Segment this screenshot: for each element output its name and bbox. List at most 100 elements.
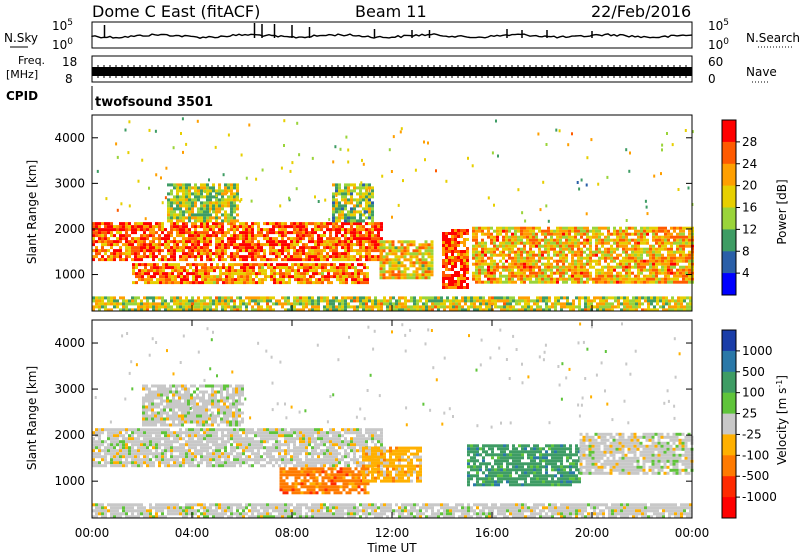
heat-cell [454,265,457,268]
heat-cell [263,249,266,253]
heat-cell [203,225,206,229]
heat-cell [571,226,574,230]
heat-cell [466,268,469,271]
heat-cell [227,302,230,306]
heat-cell [215,237,218,241]
heat-cell [233,237,236,241]
heat-cell [161,443,164,447]
heat-cell-sparse [542,180,545,184]
heat-cell [197,213,200,217]
heat-cell [176,296,179,300]
heat-cell [242,249,245,253]
heat-cell [506,296,509,300]
heat-cell [146,440,149,444]
heat-cell [329,234,332,238]
heat-cell [188,192,191,196]
heat-cell [179,216,182,220]
heat-cell [505,238,508,242]
heat-cell [216,281,219,285]
heat-cell [284,234,287,238]
heat-cell [520,265,523,269]
heat-cell [257,243,260,247]
heat-cell [338,186,341,190]
heat-cell [676,268,679,272]
heat-cell [137,228,140,232]
heat-cell [347,222,350,226]
heat-cell [445,253,448,256]
heat-cell [320,296,323,300]
heat-cell [586,238,589,242]
heat-cell [335,201,338,205]
heat-cell [140,249,143,253]
heat-cell [197,305,200,309]
heat-cell [571,256,574,260]
heat-cell [302,222,305,226]
heat-cell [213,278,216,282]
heat-cell-sparse [487,196,490,200]
heat-cell [427,261,431,265]
heat-cell [377,299,380,303]
heat-cell [403,276,407,280]
heat-cell [496,238,499,242]
heat-cell [665,302,668,306]
heat-cell [356,198,359,202]
heat-cell-sparse [175,184,178,188]
heat-cell [443,302,446,306]
heat-cell [362,219,365,223]
heat-cell-sparse [144,217,147,221]
heat-cell [532,274,535,278]
heat-cell [170,464,173,468]
heat-cell [194,222,197,226]
heat-cell [517,250,520,254]
heat-cell [240,278,243,282]
heat-cell [266,296,269,300]
heat-cell [371,246,374,250]
heat-cell [197,240,200,244]
heat-cell [125,437,128,441]
heat-cell [478,262,481,266]
heat-cell [245,305,248,309]
heat-cell [356,201,359,205]
heat-cell [344,305,347,309]
heat-cell [670,247,673,251]
heat-cell [409,273,413,277]
heat-cell [565,229,568,233]
heat-cell [676,256,679,260]
heat-cell [575,305,578,309]
heat-cell [158,437,161,441]
heat-cell [460,268,463,271]
heat-cell [215,189,218,193]
heat-cell [658,244,661,248]
heat-cell [212,440,215,444]
heat-cell [191,237,194,241]
heat-cell [215,255,218,259]
heat-cell [475,271,478,275]
heat-cell [604,235,607,239]
freq-left-tick-top: 18 [62,55,77,69]
heat-cell [410,299,413,303]
heat-cell [538,226,541,230]
heat-cell [215,216,218,220]
heat-cell [394,267,398,271]
heat-cell [520,268,523,272]
heat-cell [135,272,138,276]
heat-cell [146,228,149,232]
heat-cell [445,286,448,289]
heat-cell [164,240,167,244]
heat-cell [203,455,206,459]
heat-cell [571,235,574,239]
heat-cell [252,266,255,270]
heat-cell [577,238,580,242]
heat-cell [652,262,655,266]
heat-cell [524,296,527,300]
heat-cell [143,461,146,465]
heat-cell [649,277,652,281]
heat-cell [350,237,353,241]
heat-cell [293,222,296,226]
heat-cell [251,305,254,309]
heat-cell [466,253,469,256]
heat-cell [577,256,580,260]
heat-cell [383,299,386,303]
heat-cell [170,249,173,253]
heat-cell [146,225,149,229]
